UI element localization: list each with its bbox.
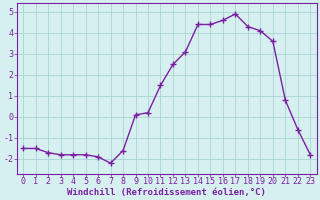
X-axis label: Windchill (Refroidissement éolien,°C): Windchill (Refroidissement éolien,°C) [67,188,266,197]
